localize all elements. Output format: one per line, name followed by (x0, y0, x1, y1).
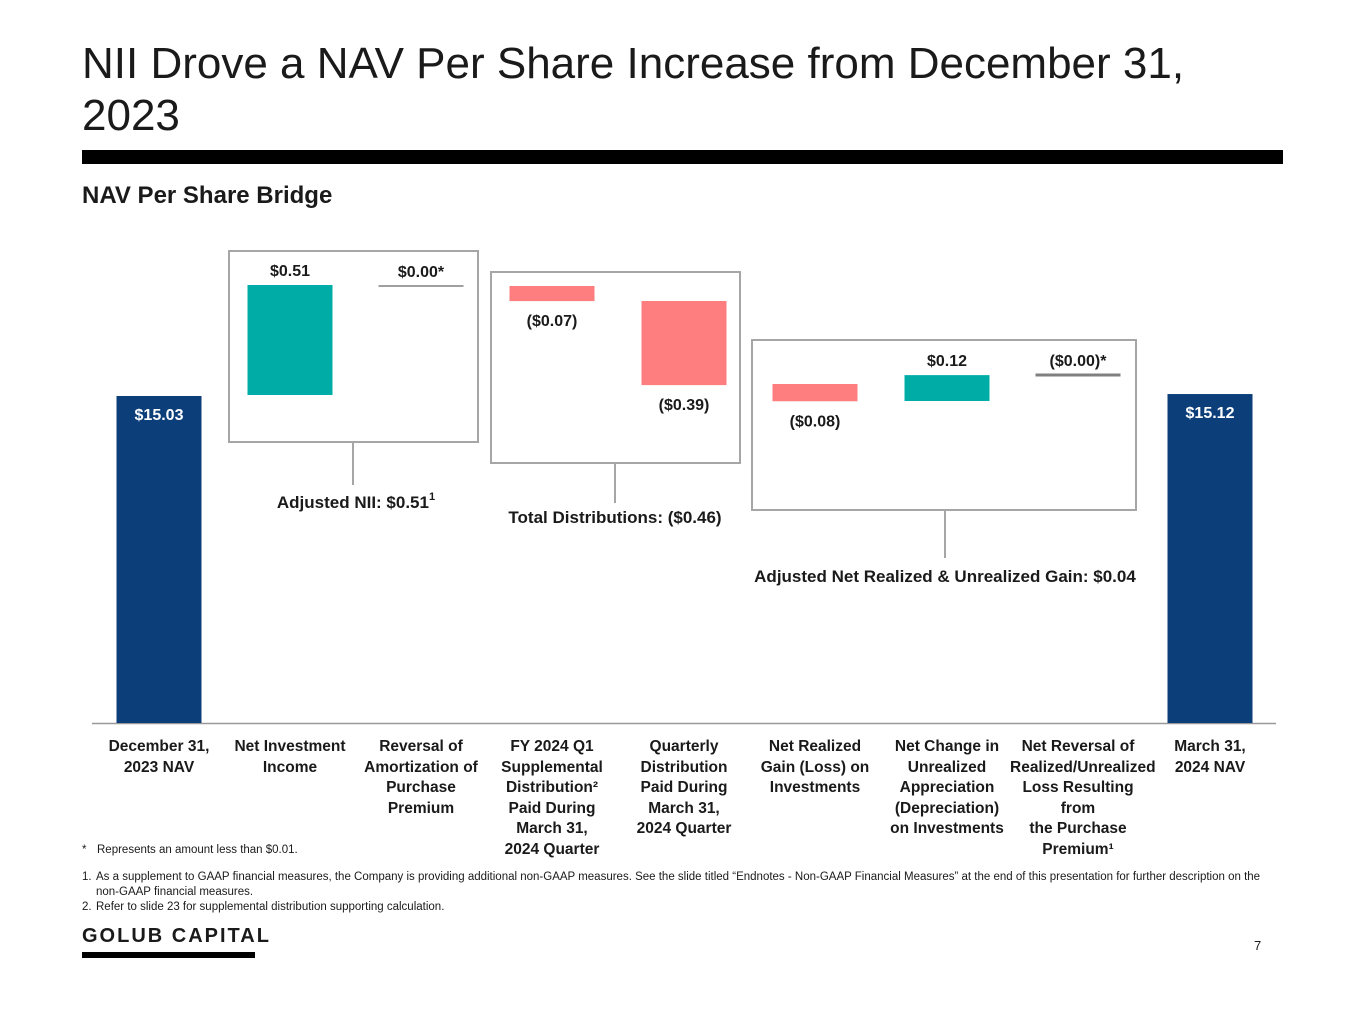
category-label-line: Income (262, 758, 318, 776)
value-label-4: ($0.39) (659, 397, 710, 414)
category-label-6: Net Change in Unrealized Appreciation (Depr… (879, 737, 1015, 840)
group-label-1: Adjusted NII: $0.511 (277, 491, 435, 512)
category-label-line: Appreciation (899, 779, 995, 796)
category-label-line: December 31, (108, 738, 210, 755)
category-label-line: on Investments (890, 820, 1004, 837)
category-label-line: Supplemental (501, 758, 603, 776)
step-bar-5 (772, 384, 858, 402)
category-label-line: Net Change in (894, 738, 1000, 755)
category-label-line: Quarterly (649, 738, 719, 755)
category-label-line: March 31, (516, 820, 588, 837)
page-title: NII Drove a NAV Per Share Increase from … (82, 39, 1185, 140)
footnote-2: 2. Refer to slide 23 for supplemental di… (82, 900, 1262, 915)
nav-bar-0 (116, 396, 202, 723)
category-label-line: Unrealized (907, 758, 987, 776)
category-label-line: Net Reversal of (1021, 738, 1135, 755)
category-label-line: Paid During (508, 799, 596, 817)
category-label-line: the Purchase (1029, 820, 1127, 837)
footnote-star-text: Represents an amount less than $0.01. (97, 844, 298, 856)
category-label-4: Quarterly Distribution Paid During March 31… (616, 737, 752, 840)
footnote-2-marker: 2. (82, 901, 92, 913)
category-label-line: Loss Resulting from (1022, 779, 1134, 817)
step-bar-3 (509, 286, 595, 302)
footnotes: * Represents an amount less than $0.01. … (82, 843, 1262, 915)
value-label-7: ($0.00)* (1050, 353, 1108, 370)
group-label-superscript: 1 (429, 491, 435, 503)
nav-value-label-0: $15.03 (135, 407, 184, 424)
group-label-2: Total Distributions: ($0.46) (508, 508, 721, 527)
category-label-line: Gain (Loss) on (760, 758, 870, 776)
category-label-line: Net Investment (234, 738, 346, 755)
category-label-line: Net Realized (768, 738, 862, 755)
category-label-line: (Depreciation) (894, 799, 1000, 817)
category-label-line: 2023 NAV (123, 758, 195, 776)
step-bar-4 (641, 301, 727, 386)
category-label-line: March 31, (1174, 738, 1246, 755)
footnote-1-text: As a supplement to GAAP financial measur… (96, 871, 1261, 898)
category-label-line: Paid During (640, 779, 728, 796)
category-label-line: Purchase (386, 779, 456, 796)
category-label-line: Reversal of (379, 738, 463, 755)
step-bar-1 (247, 285, 333, 395)
category-label-5: Net Realized Gain (Loss) on Investments (747, 737, 883, 799)
logo-underline (82, 952, 255, 958)
category-label-2: Reversal of Amortization of Purchase Premiu… (353, 737, 489, 819)
footnote-2-text: Refer to slide 23 for supplemental distr… (96, 901, 445, 913)
footnote-1-marker: 1. (82, 871, 92, 883)
value-label-2: $0.00* (398, 264, 445, 281)
value-label-5: ($0.08) (790, 413, 841, 430)
category-label-line: Distribution (640, 758, 728, 776)
step-bar-6 (904, 375, 990, 401)
category-label-line: 2024 NAV (1174, 758, 1246, 776)
nav-value-label-8: $15.12 (1186, 405, 1235, 422)
category-label-line: 2024 Quarter (504, 840, 600, 858)
category-label-1: Net Investment Income (222, 737, 358, 778)
category-label-line: Premium (387, 799, 455, 817)
nav-bar-8 (1167, 394, 1253, 723)
category-label-0: December 31, 2023 NAV (91, 737, 227, 778)
page-number: 7 (1254, 938, 1262, 953)
value-label-3: ($0.07) (527, 313, 578, 330)
value-label-1: $0.51 (270, 263, 310, 280)
footnote-star: * Represents an amount less than $0.01. (82, 843, 1262, 858)
category-label-line: FY 2024 Q1 (510, 738, 594, 755)
footnote-1: 1. As a supplement to GAAP financial mea… (82, 870, 1262, 900)
golub-capital-logo: GOLUB CAPITAL (82, 925, 271, 947)
category-label-line: 2024 Quarter (636, 820, 732, 837)
category-label-line: Amortization of (364, 758, 478, 776)
category-label-line: March 31, (648, 799, 720, 817)
category-label-3: FY 2024 Q1 Supplemental Distribution² Paid … (484, 737, 620, 860)
category-label-line: Investments (769, 779, 861, 796)
category-label-line: Realized/Unrealized (1010, 758, 1156, 776)
group-label-3: Adjusted Net Realized & Unrealized Gain:… (754, 567, 1136, 586)
value-label-6: $0.12 (927, 353, 967, 370)
category-label-7: Net Reversal of Realized/Unrealized Loss R… (1010, 737, 1156, 860)
title-divider (82, 150, 1283, 164)
category-label-line: Distribution² (505, 779, 599, 796)
footnote-star-marker: * (82, 844, 87, 856)
category-label-8: March 31, 2024 NAV (1142, 737, 1278, 778)
chart-subtitle: NAV Per Share Bridge (82, 182, 333, 209)
category-label-line: Premium¹ (1042, 840, 1114, 858)
